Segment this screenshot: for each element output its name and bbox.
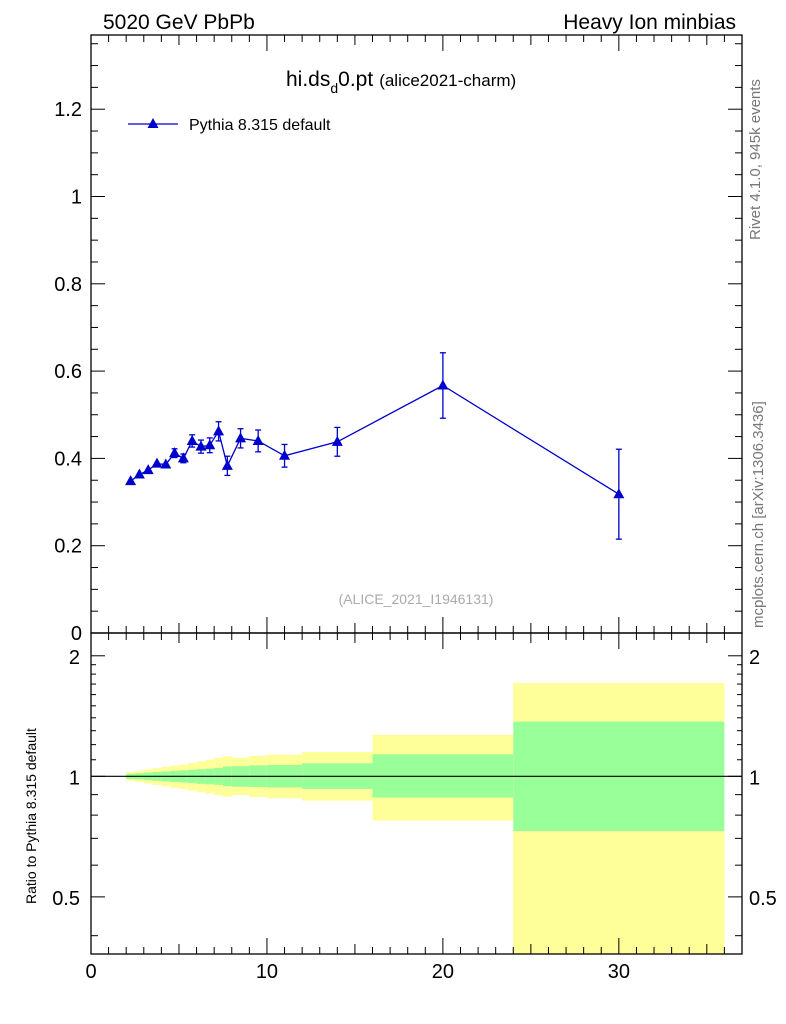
main-ytick-label: 1.2 (54, 99, 82, 121)
data-point (613, 488, 625, 499)
rivet-label: Rivet 4.1.0, 945k events (747, 79, 764, 240)
ratio-panel: 0.5 0.5 1 1 2 2 0 10 20 30 (52, 632, 777, 983)
data-point (437, 379, 449, 390)
mcplots-label: mcplots.cern.ch [arXiv:1306.3436] (750, 401, 767, 628)
data-point (186, 434, 198, 445)
ratio-xtick-label: 20 (432, 961, 454, 983)
data-point (177, 452, 189, 463)
ratio-bands (126, 683, 725, 954)
plot-title: hi.dsd0.pt (alice2021-charm) (286, 68, 516, 96)
legend-label: Pythia 8.315 default (189, 117, 331, 134)
data-point (252, 434, 264, 445)
analysis-watermark: (ALICE_2021_I1946131) (339, 591, 494, 607)
ratio-ytick-label-right: 0.5 (749, 888, 777, 910)
data-point (160, 458, 172, 469)
data-point (331, 435, 343, 446)
data-point (213, 425, 225, 436)
data-point (169, 447, 181, 458)
data-point (195, 440, 207, 451)
data-point (204, 439, 216, 450)
ratio-ytick-label-right: 2 (749, 647, 760, 669)
series-pythia (125, 352, 625, 540)
main-y-axis: 0 0.2 0.4 0.6 0.8 1 1.2 (54, 43, 742, 645)
legend-marker (147, 118, 159, 128)
header-left: 5020 GeV PbPb (103, 11, 255, 34)
data-point (125, 475, 137, 486)
main-ytick-label: 0 (71, 623, 82, 645)
ratio-x-axis: 0 10 20 30 (85, 633, 725, 983)
ratio-ytick-label: 2 (69, 647, 80, 669)
data-point (151, 457, 163, 468)
plot-title-suffix: 0.pt (338, 68, 373, 91)
main-ytick-label: 0.2 (54, 536, 82, 558)
data-point (142, 464, 154, 475)
main-x-ticks (90, 35, 725, 633)
plot-title-tag: (alice2021-charm) (379, 71, 516, 90)
main-ytick-label: 0.6 (54, 361, 82, 383)
plot-title-subscript: d (330, 80, 338, 96)
main-ytick-label: 0.4 (54, 448, 82, 470)
main-panel: 0 0.2 0.4 0.6 0.8 1 1.2 hi.dsd0.pt (alice2021-c… (54, 34, 743, 645)
main-ytick-label: 1 (71, 187, 82, 209)
data-point (133, 468, 145, 479)
ratio-xtick-label: 30 (608, 961, 630, 983)
ratio-y-axis: 0.5 0.5 1 1 2 2 (52, 647, 777, 937)
ratio-ytick-label: 0.5 (52, 888, 80, 910)
data-point (235, 432, 247, 443)
data-point (279, 449, 291, 460)
ratio-xtick-label: 10 (256, 961, 278, 983)
ratio-ytick-label: 1 (69, 767, 80, 789)
ratio-ytick-label-right: 1 (749, 767, 760, 789)
main-ytick-label: 0.8 (54, 274, 82, 296)
ratio-xtick-label: 0 (85, 961, 96, 983)
plot-title-prefix: hi.ds (286, 68, 330, 91)
header-right: Heavy Ion minbias (563, 11, 736, 34)
data-point (221, 459, 233, 470)
legend: Pythia 8.315 default (128, 117, 331, 134)
ratio-ylabel: Ratio to Pythia 8.315 default (23, 728, 39, 904)
ratio-frame (90, 632, 743, 955)
